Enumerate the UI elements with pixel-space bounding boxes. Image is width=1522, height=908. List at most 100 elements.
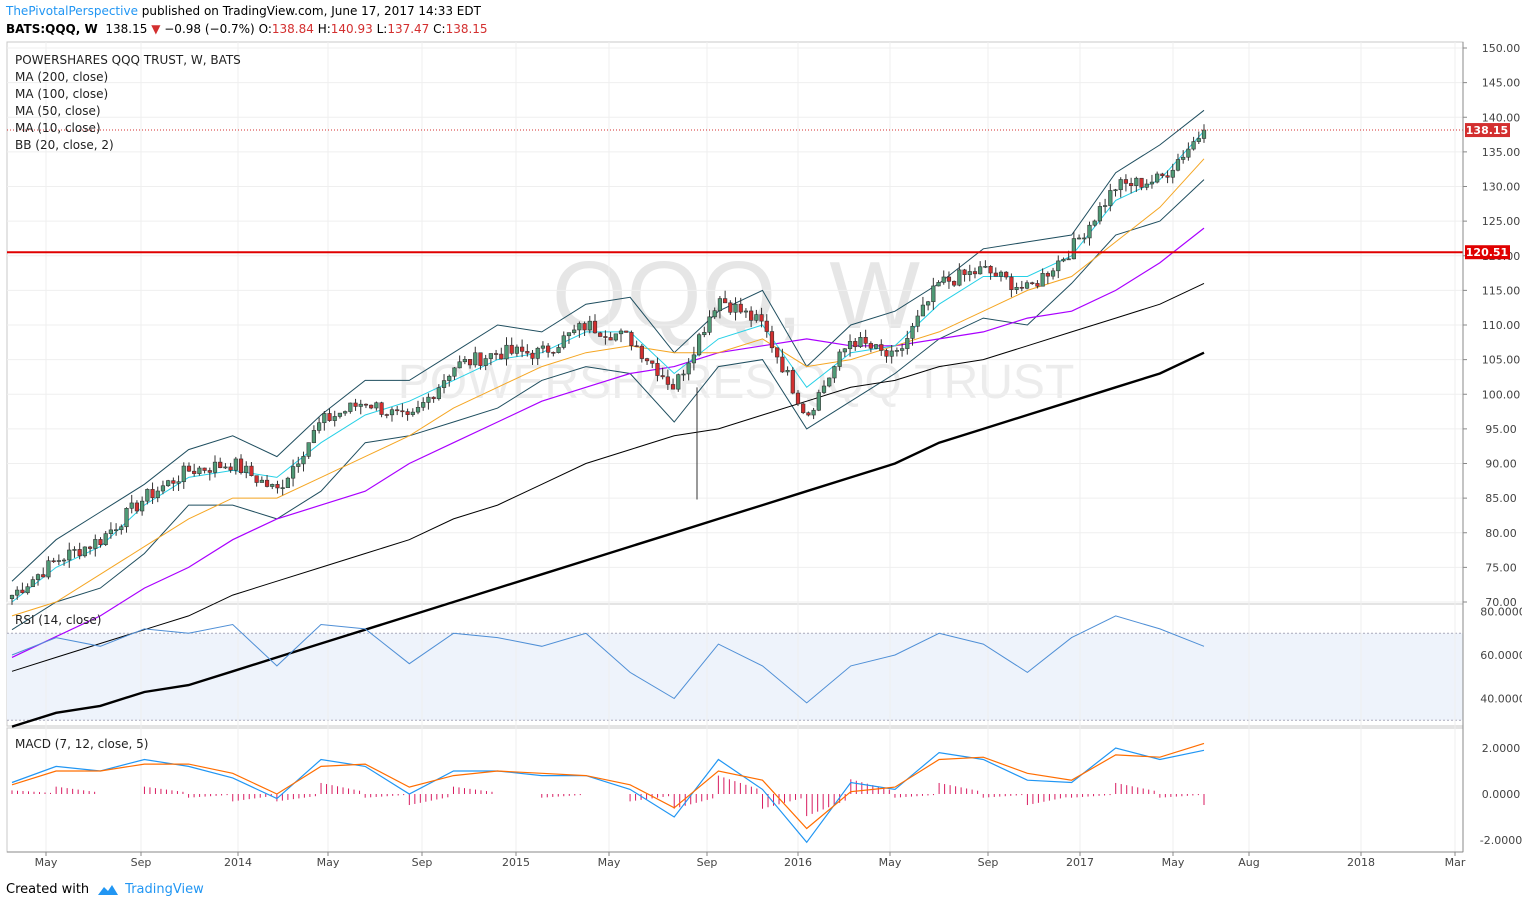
candle-body: [972, 271, 978, 275]
candle-body: [384, 414, 389, 416]
legend-ma200[interactable]: MA (200, close): [15, 70, 109, 84]
price-tick-label: 115.00: [1482, 284, 1521, 297]
rsi-tick-label: 60.0000: [1480, 649, 1522, 662]
legend-ma10[interactable]: MA (10, close): [15, 121, 101, 135]
rsi-tick-label: 80.0000: [1480, 606, 1522, 619]
candle-body: [1009, 276, 1014, 290]
candle-body: [441, 380, 447, 388]
candle-body: [561, 335, 566, 348]
candle-body: [483, 358, 488, 366]
candle-body: [879, 344, 884, 351]
legend-rsi[interactable]: RSI (14, close): [15, 613, 102, 627]
candle-body: [369, 404, 374, 409]
author-link[interactable]: ThePivotalPerspective: [6, 4, 138, 18]
candle-body: [1123, 179, 1129, 184]
candle-body: [1045, 273, 1050, 277]
close-value: 138.15: [445, 22, 488, 36]
candle-body: [717, 298, 723, 312]
candle-body: [1061, 258, 1066, 262]
candle-body: [587, 320, 592, 331]
candle-body: [431, 396, 436, 400]
candle-body: [280, 487, 285, 489]
candle-body: [264, 479, 270, 487]
candle-body: [467, 359, 473, 366]
candle-body: [525, 351, 530, 354]
tradingview-link[interactable]: TradingView: [125, 882, 204, 897]
candle-body: [353, 402, 358, 407]
candle-body: [806, 412, 811, 416]
candle-body: [582, 323, 587, 331]
candle-body: [884, 350, 889, 357]
low-value: 137.47: [387, 22, 430, 36]
hline-tag: 120.51: [1466, 246, 1508, 259]
price-tick-label: 150.00: [1482, 42, 1521, 55]
candle-body: [46, 560, 51, 578]
candle-body: [155, 490, 160, 499]
rsi-band: [7, 633, 1463, 721]
legend-ma100[interactable]: MA (100, close): [15, 87, 109, 101]
candle-body: [436, 387, 441, 400]
chart-canvas[interactable]: QQQ, W POWERSHARES QQQ TRUST 150.00145.0…: [0, 0, 1522, 878]
candle-body: [764, 320, 769, 332]
candle-body: [51, 560, 56, 563]
candle-body: [660, 375, 665, 378]
time-tick-label: 2015: [502, 856, 530, 869]
candle-body: [790, 370, 795, 394]
candle-body: [238, 458, 244, 473]
candle-body: [858, 337, 863, 348]
candle-body: [801, 403, 806, 414]
candle-body: [1097, 206, 1102, 222]
price-tick-label: 140.00: [1482, 111, 1521, 124]
candle-body: [233, 458, 238, 471]
candle-body: [415, 406, 421, 413]
candle-body: [56, 560, 61, 562]
macd-tick-label: 0.0000: [1482, 788, 1521, 801]
candle-body: [509, 344, 514, 354]
candle-body: [535, 347, 540, 359]
candle-body: [613, 333, 618, 341]
candle-body: [624, 330, 629, 333]
candle-body: [410, 411, 415, 415]
candle-body: [395, 409, 400, 412]
candle-body: [957, 269, 962, 286]
time-tick-label: Sep: [131, 856, 152, 869]
candle-body: [249, 465, 254, 476]
candle-body: [25, 586, 30, 594]
time-tick-label: Aug: [1238, 856, 1259, 869]
candle-body: [733, 303, 738, 313]
price-change: −0.98 (−0.7%): [164, 22, 255, 36]
bb-upper-line: [11, 109, 1205, 582]
candle-body: [1139, 177, 1144, 188]
candle-body: [598, 332, 603, 337]
candle-body: [181, 465, 186, 483]
tradingview-logo-icon[interactable]: [97, 883, 119, 896]
candle-body: [795, 392, 801, 405]
time-tick-label: May: [317, 856, 340, 869]
candle-body: [978, 266, 983, 275]
candle-body: [332, 416, 337, 421]
macd-line: [11, 747, 1205, 844]
candle-body: [72, 549, 77, 551]
legend-ma50[interactable]: MA (50, close): [15, 104, 101, 118]
candle-body: [993, 272, 998, 277]
candle-body: [920, 304, 926, 317]
candle-body: [275, 484, 280, 489]
candle-body: [35, 574, 41, 580]
legend-macd[interactable]: MACD (7, 12, close, 5): [15, 737, 149, 751]
candle-body: [749, 310, 754, 321]
candle-body: [873, 344, 879, 349]
candle-body: [1040, 273, 1045, 287]
candle-body: [363, 403, 369, 406]
candle-body: [1071, 238, 1076, 260]
candle-body: [124, 508, 129, 528]
candle-body: [1035, 283, 1040, 287]
candle-body: [931, 285, 936, 303]
candle-body: [608, 337, 613, 341]
hline-tag-bg: [1465, 245, 1510, 260]
time-tick-label: Sep: [412, 856, 433, 869]
candle-body: [1092, 220, 1097, 226]
high-value: 140.93: [330, 22, 373, 36]
candle-body: [577, 323, 582, 331]
legend-bb[interactable]: BB (20, close, 2): [15, 138, 114, 152]
price-tick-label: 70.00: [1485, 596, 1517, 609]
